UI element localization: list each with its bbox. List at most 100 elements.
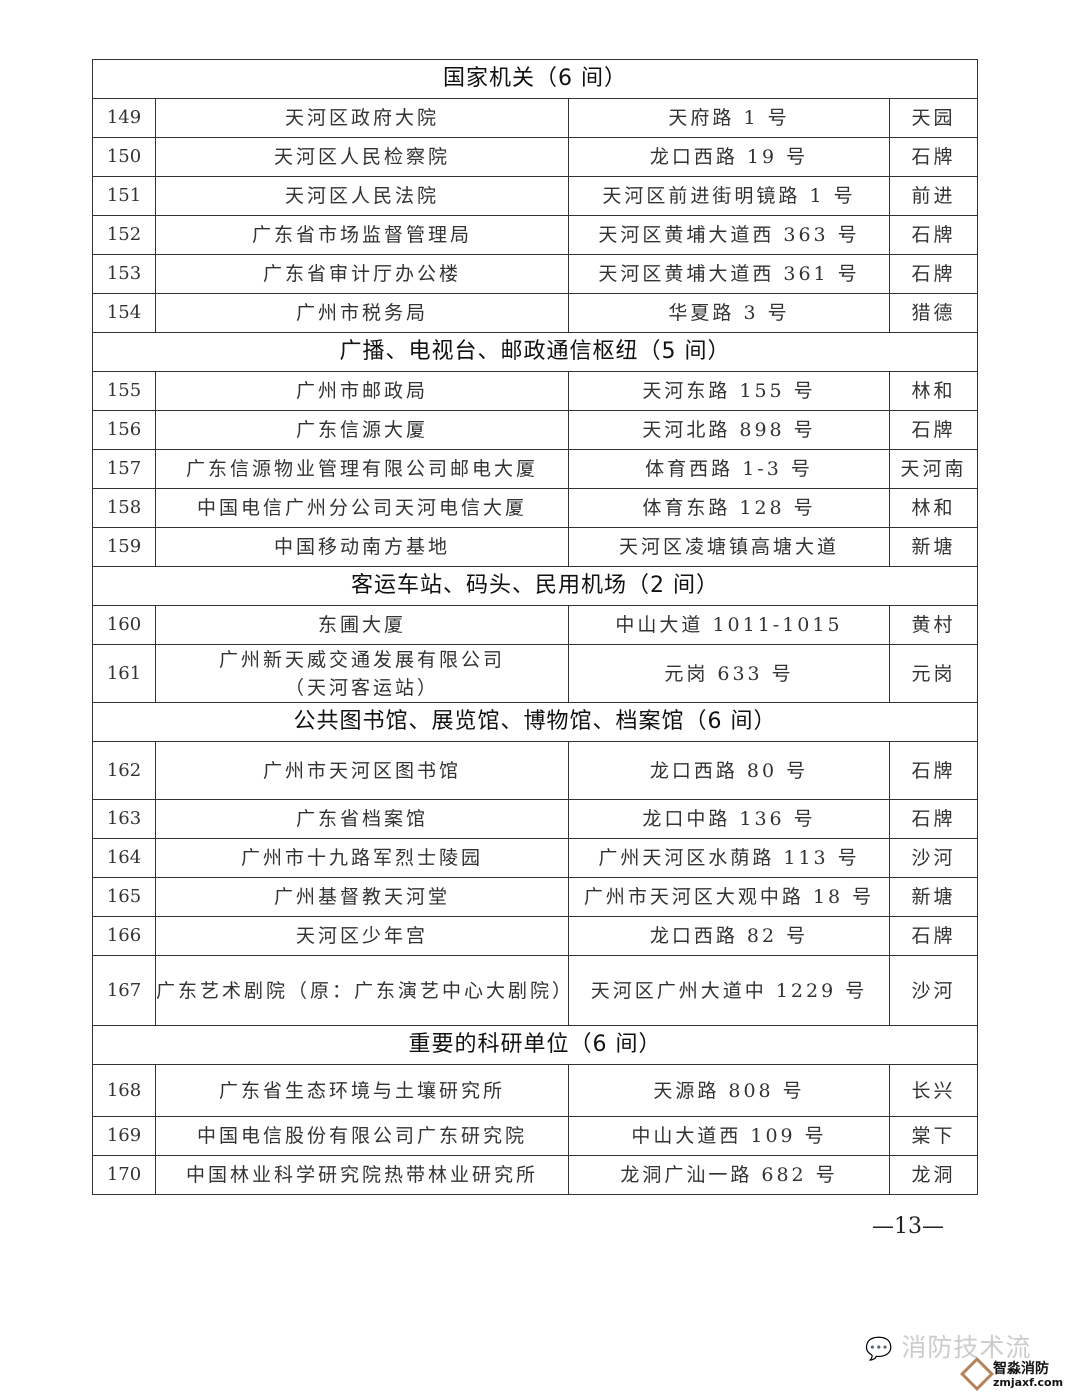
cell-street: 猎德 — [889, 293, 978, 333]
table-row: 158 中国电信广州分公司天河电信大厦 体育东路 128 号林和 — [92, 488, 978, 528]
table-row: 162 广州市天河区图书馆 龙口西路 80 号石牌 — [92, 741, 978, 800]
cell-address: 天河区黄埔大道西 361 号 — [568, 254, 890, 294]
wechat-icon: 💬 — [865, 1337, 894, 1362]
cell-number: 170 — [92, 1155, 156, 1195]
cell-street: 石牌 — [889, 410, 978, 450]
cell-name: 天河区人民检察院 — [155, 137, 569, 177]
logo-site: zmjaxf.com — [993, 1376, 1064, 1389]
section-title: 国家机关（6 间） — [92, 59, 978, 99]
cell-name-line1: 广州新天威交通发展有限公司 — [218, 648, 505, 671]
cell-number: 156 — [92, 410, 156, 450]
cell-name: 中国电信广州分公司天河电信大厦 — [155, 488, 569, 528]
cell-number: 159 — [92, 527, 156, 567]
cell-street: 石牌 — [889, 741, 978, 800]
cell-address: 天府路 1 号 — [568, 98, 890, 138]
cell-address: 龙洞广汕一路 682 号 — [568, 1155, 890, 1195]
section-title: 客运车站、码头、民用机场（2 间） — [92, 566, 978, 606]
cell-address: 广州天河区水荫路 113 号 — [568, 838, 890, 878]
cell-street: 天河南 — [889, 449, 978, 489]
cell-address: 体育东路 128 号 — [568, 488, 890, 528]
cell-number: 150 — [92, 137, 156, 177]
table-row: 157 广东信源物业管理有限公司邮电大厦 体育西路 1-3 号天河南 — [92, 449, 978, 489]
cell-name: 天河区人民法院 — [155, 176, 569, 216]
cell-name: 广州市十九路军烈士陵园 — [155, 838, 569, 878]
cell-address: 中山大道 1011-1015 — [568, 605, 890, 645]
cell-name: 广州市税务局 — [155, 293, 569, 333]
table-row: 150 天河区人民检察院 龙口西路 19 号石牌 — [92, 137, 978, 177]
cell-address: 龙口西路 80 号 — [568, 741, 890, 800]
cell-address: 天河东路 155 号 — [568, 371, 890, 411]
cell-address: 龙口中路 136 号 — [568, 799, 890, 839]
cell-street: 长兴 — [889, 1064, 978, 1117]
cell-number: 154 — [92, 293, 156, 333]
watermark-text: 消防技术流 — [901, 1333, 1032, 1362]
cell-number: 160 — [92, 605, 156, 645]
cell-street: 石牌 — [889, 137, 978, 177]
page-number: —13— — [872, 1214, 944, 1239]
table-row: 165 广州基督教天河堂 广州市天河区大观中路 18 号新塘 — [92, 877, 978, 917]
cell-number: 152 — [92, 215, 156, 255]
cell-street: 元岗 — [889, 644, 978, 703]
cell-address: 元岗 633 号 — [568, 644, 890, 703]
table-row: 159 中国移动南方基地 天河区凌塘镇高塘大道 新塘 — [92, 527, 978, 567]
cell-name: 广州市邮政局 — [155, 371, 569, 411]
cell-street: 林和 — [889, 488, 978, 528]
cell-address: 华夏路 3 号 — [568, 293, 890, 333]
cell-name: 广州基督教天河堂 — [155, 877, 569, 917]
cell-street: 新塘 — [889, 877, 978, 917]
table-row: 166 天河区少年宫 龙口西路 82 号石牌 — [92, 916, 978, 956]
cell-address: 天河区凌塘镇高塘大道 — [568, 527, 890, 567]
table-row: 170 中国林业科学研究院热带林业研究所 龙洞广汕一路 682 号龙洞 — [92, 1155, 978, 1195]
cell-street: 黄村 — [889, 605, 978, 645]
table-row: 153 广东省审计厅办公楼 天河区黄埔大道西 361 号石牌 — [92, 254, 978, 294]
watermark: 💬 消防技术流 — [865, 1328, 1031, 1364]
cell-name: 中国电信股份有限公司广东研究院 — [155, 1116, 569, 1156]
cell-street: 龙洞 — [889, 1155, 978, 1195]
cell-street: 沙河 — [889, 955, 978, 1026]
cell-street: 沙河 — [889, 838, 978, 878]
table-row: 160 东圃大厦 中山大道 1011-1015 黄村 — [92, 605, 978, 645]
cell-address: 天河区广州大道中 1229 号 — [568, 955, 890, 1026]
cell-street: 石牌 — [889, 799, 978, 839]
cell-address: 龙口西路 82 号 — [568, 916, 890, 956]
cell-number: 163 — [92, 799, 156, 839]
cell-name: 广州市天河区图书馆 — [155, 741, 569, 800]
cell-address: 天河北路 898 号 — [568, 410, 890, 450]
cell-name: 广东省市场监督管理局 — [155, 215, 569, 255]
cell-address: 龙口西路 19 号 — [568, 137, 890, 177]
cell-number: 169 — [92, 1116, 156, 1156]
cell-street: 天园 — [889, 98, 978, 138]
table-row: 169 中国电信股份有限公司广东研究院 中山大道西 109 号棠下 — [92, 1116, 978, 1156]
cell-number: 165 — [92, 877, 156, 917]
table-row: 156 广东信源大厦 天河北路 898 号石牌 — [92, 410, 978, 450]
cell-name: 天河区政府大院 — [155, 98, 569, 138]
section-title: 广播、电视台、邮政通信枢纽（5 间） — [92, 332, 978, 372]
section-header-row: 重要的科研单位（6 间） — [92, 1025, 978, 1065]
cell-number: 168 — [92, 1064, 156, 1117]
cell-number: 162 — [92, 741, 156, 800]
table-row: 167 广东艺术剧院（原：广东演艺中心大剧院） 天河区广州大道中 1229 号沙河 — [92, 955, 978, 1026]
cell-street: 棠下 — [889, 1116, 978, 1156]
table-row: 164 广州市十九路军烈士陵园 广州天河区水荫路 113 号沙河 — [92, 838, 978, 878]
section-title: 公共图书馆、展览馆、博物馆、档案馆（6 间） — [92, 702, 978, 742]
cell-name: 中国林业科学研究院热带林业研究所 — [155, 1155, 569, 1195]
cell-number: 158 — [92, 488, 156, 528]
cell-address: 天河区前进街明镜路 1 号 — [568, 176, 890, 216]
table-row: 154 广州市税务局 华夏路 3 号猎德 — [92, 293, 978, 333]
cell-street: 前进 — [889, 176, 978, 216]
cell-number: 151 — [92, 176, 156, 216]
cell-number: 164 — [92, 838, 156, 878]
cell-street: 石牌 — [889, 254, 978, 294]
cell-number: 166 — [92, 916, 156, 956]
table-row: 161 广州新天威交通发展有限公司 （天河客运站） 元岗 633 号元岗 — [92, 644, 978, 703]
cell-number: 149 — [92, 98, 156, 138]
table-row: 163 广东省档案馆 龙口中路 136 号石牌 — [92, 799, 978, 839]
cell-address: 体育西路 1-3 号 — [568, 449, 890, 489]
cell-address: 天源路 808 号 — [568, 1064, 890, 1117]
cell-name: 广东艺术剧院（原：广东演艺中心大剧院） — [155, 955, 571, 1026]
cell-name: 广东信源大厦 — [155, 410, 569, 450]
cell-street: 林和 — [889, 371, 978, 411]
cell-name: 广东信源物业管理有限公司邮电大厦 — [155, 449, 569, 489]
cell-address: 中山大道西 109 号 — [568, 1116, 890, 1156]
table-row: 155 广州市邮政局 天河东路 155 号林和 — [92, 371, 978, 411]
